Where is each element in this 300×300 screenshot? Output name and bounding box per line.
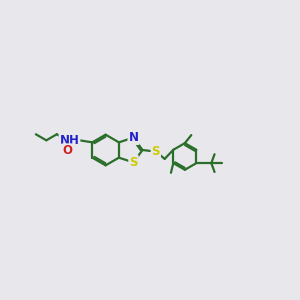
Text: S: S (129, 156, 138, 169)
Text: NH: NH (59, 134, 80, 147)
Text: O: O (62, 144, 72, 157)
Text: N: N (128, 131, 139, 144)
Text: S: S (152, 145, 160, 158)
